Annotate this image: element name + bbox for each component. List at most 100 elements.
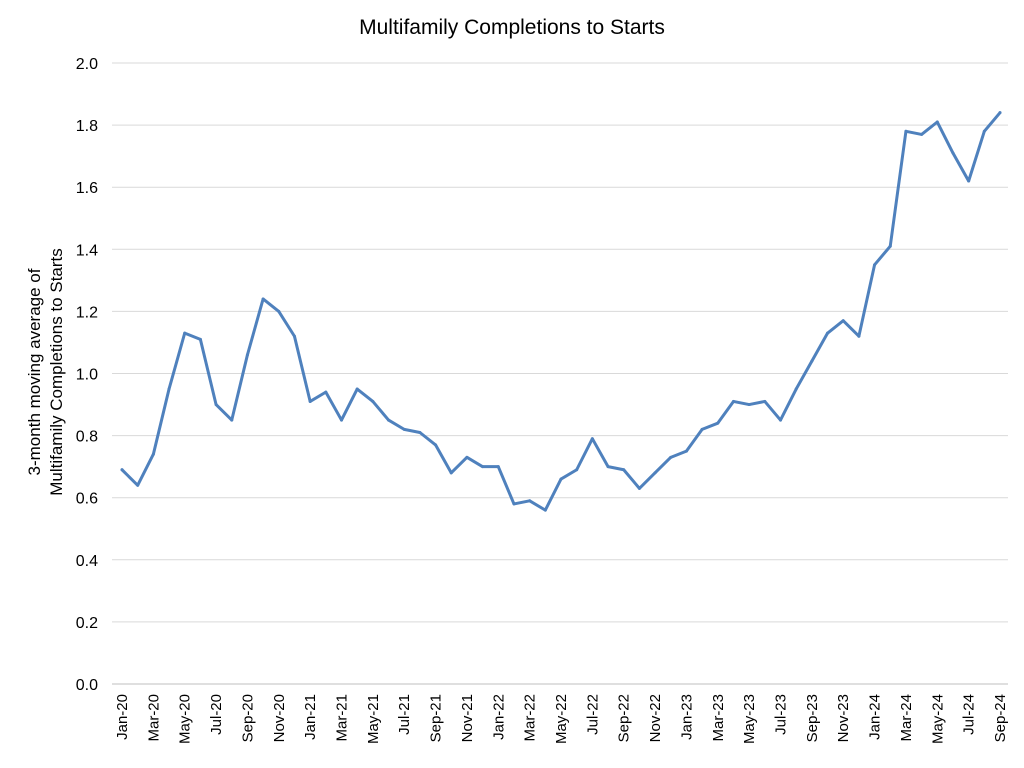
y-tick-label: 1.4 (76, 242, 98, 259)
data-point (151, 452, 155, 456)
data-point (700, 427, 704, 431)
x-tick-label: Jan-22 (490, 694, 507, 740)
x-tick-label: Jan-24 (867, 694, 884, 740)
data-point (230, 418, 234, 422)
data-point (277, 309, 281, 313)
data-point (779, 418, 782, 422)
x-tick-label: Jan-23 (678, 694, 695, 740)
x-tick-label: May-21 (365, 694, 382, 744)
data-point (214, 403, 218, 407)
x-tick-labels: Jan-20 Mar-20 May-20 Jul-20 Sep-20 Nov-20 Jan-… (114, 694, 1009, 744)
x-tick-label: Nov-22 (647, 694, 664, 742)
data-point (183, 331, 187, 335)
data-point (920, 132, 924, 136)
x-tick-label: Nov-20 (271, 694, 288, 742)
data-point (449, 471, 453, 475)
y-tick-label: 0.2 (76, 615, 98, 632)
y-tick-label: 0.0 (76, 677, 98, 694)
data-point (982, 129, 986, 133)
data-point (747, 403, 751, 407)
x-tick-label: Sep-21 (428, 694, 445, 742)
x-tick-label: Nov-21 (459, 694, 476, 742)
x-tick-label: Mar-24 (898, 694, 915, 742)
x-tick-label: Sep-24 (992, 694, 1009, 742)
data-point (590, 437, 594, 441)
data-point (575, 468, 579, 472)
y-tick-label: 1.2 (76, 304, 98, 321)
data-point (841, 319, 845, 323)
y-tick-label: 1.8 (76, 118, 98, 135)
data-point (496, 465, 500, 469)
x-tick-label: Jul-20 (208, 694, 225, 735)
data-point (528, 499, 532, 503)
data-point (731, 399, 735, 403)
x-tick-label: Jan-21 (302, 694, 319, 740)
x-tick-label: May-20 (177, 694, 194, 744)
data-point (418, 430, 422, 434)
data-point (481, 465, 485, 469)
y-tick-label: 0.8 (76, 429, 98, 446)
data-point (622, 468, 626, 472)
data-point (888, 244, 892, 248)
data-point (136, 483, 140, 487)
data-point (371, 399, 375, 403)
x-tick-label: Jul-22 (584, 694, 601, 735)
data-point (120, 468, 124, 472)
series-layer (120, 111, 1002, 512)
data-point (512, 502, 516, 506)
data-point (167, 387, 171, 391)
x-tick-label: Jul-24 (961, 694, 978, 735)
x-tick-label: Sep-20 (239, 694, 256, 742)
data-point (857, 334, 861, 338)
data-point (669, 455, 673, 459)
data-point (637, 486, 641, 490)
x-tick-label: Jul-23 (773, 694, 790, 735)
x-tick-label: Mar-21 (334, 694, 351, 742)
x-tick-label: Jul-21 (396, 694, 413, 735)
y-tick-labels: 0.0 0.2 0.4 0.6 0.8 1.0 1.2 1.4 1.6 1.8 2.0 (76, 56, 98, 694)
data-point (794, 387, 798, 391)
data-point (340, 418, 343, 422)
data-point (810, 359, 814, 363)
data-point (543, 508, 547, 512)
y-tick-label: 0.4 (76, 553, 98, 570)
data-point (198, 337, 202, 341)
x-tick-label: Mar-22 (522, 694, 539, 742)
x-tick-label: Sep-23 (804, 694, 821, 742)
chart-title: Multifamily Completions to Starts (359, 16, 665, 39)
data-point (653, 471, 657, 475)
data-point (904, 129, 908, 133)
data-point (465, 455, 469, 459)
x-tick-label: Jan-20 (114, 694, 131, 740)
x-tick-label: May-22 (553, 694, 570, 744)
gridlines (112, 62, 1008, 685)
data-point (261, 297, 265, 301)
data-point (387, 418, 391, 422)
data-point (292, 334, 296, 338)
data-point (951, 151, 955, 155)
data-point (245, 353, 249, 357)
y-axis-label-group: 3-month moving average of Multifamily Co… (25, 248, 66, 496)
data-point (873, 263, 877, 267)
data-point (606, 465, 610, 469)
x-tick-label: May-23 (741, 694, 758, 744)
data-point (355, 387, 359, 391)
data-point (308, 399, 312, 403)
data-point (402, 427, 406, 431)
data-point (763, 399, 767, 403)
x-tick-label: Mar-20 (145, 694, 162, 742)
x-tick-label: Mar-23 (710, 694, 727, 742)
data-point (559, 477, 563, 481)
y-tick-label: 2.0 (76, 56, 98, 73)
data-point (684, 449, 688, 453)
data-point (716, 421, 720, 425)
x-tick-label: May-24 (929, 694, 946, 744)
data-point (434, 443, 438, 447)
data-point (998, 111, 1002, 115)
y-axis-label-line-2: Multifamily Completions to Starts (47, 248, 66, 496)
y-axis-label-line-1: 3-month moving average of (25, 268, 44, 475)
y-tick-label: 1.6 (76, 180, 98, 197)
data-point (826, 331, 830, 335)
x-tick-label: Nov-23 (835, 694, 852, 742)
